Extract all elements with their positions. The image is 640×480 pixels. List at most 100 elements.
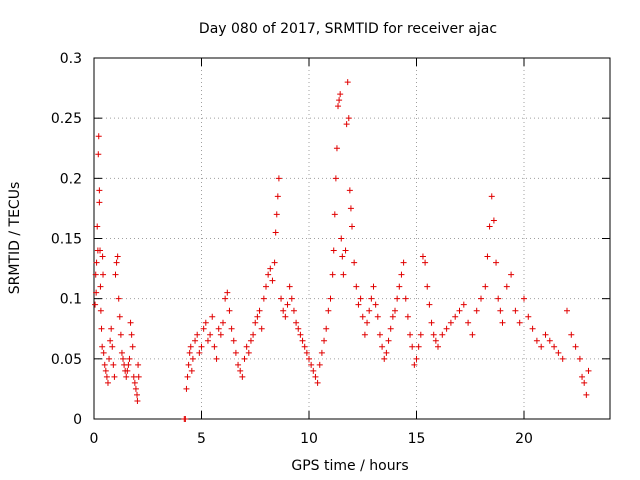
- data-point: [460, 301, 467, 308]
- data-point: [419, 253, 426, 260]
- data-point: [134, 397, 141, 404]
- data-points: [92, 79, 592, 422]
- data-point: [385, 337, 392, 344]
- data-point: [125, 361, 132, 368]
- data-point: [188, 367, 195, 374]
- data-point: [353, 283, 360, 290]
- data-point: [184, 373, 191, 380]
- data-point: [346, 187, 353, 194]
- data-point: [273, 211, 280, 218]
- data-point: [213, 355, 220, 362]
- data-point: [134, 391, 140, 398]
- data-point: [568, 331, 575, 338]
- grid-layer: [94, 58, 610, 419]
- data-point: [343, 121, 350, 128]
- data-point: [132, 385, 139, 392]
- data-point: [103, 373, 110, 380]
- data-point: [381, 355, 388, 362]
- data-point: [516, 319, 523, 326]
- data-point: [92, 271, 99, 278]
- data-point: [250, 331, 257, 338]
- data-point: [376, 331, 383, 338]
- data-point: [330, 247, 337, 254]
- data-point: [443, 325, 450, 332]
- data-point: [331, 211, 338, 218]
- data-point: [100, 271, 107, 278]
- data-point: [107, 337, 114, 344]
- data-point: [128, 331, 135, 338]
- data-point: [521, 295, 527, 302]
- data-point: [104, 379, 111, 386]
- data-point: [267, 265, 274, 272]
- data-point: [114, 253, 121, 260]
- data-point: [275, 175, 282, 182]
- data-point: [359, 313, 366, 320]
- y-tick-label: 0: [73, 412, 82, 428]
- data-point: [469, 331, 476, 338]
- data-point: [538, 343, 545, 350]
- data-point: [583, 391, 590, 398]
- data-point: [109, 343, 116, 350]
- data-point: [366, 307, 373, 314]
- data-point: [345, 115, 352, 122]
- data-point: [265, 271, 272, 278]
- data-point: [555, 349, 562, 356]
- data-point: [579, 373, 586, 380]
- data-point: [118, 349, 125, 356]
- data-point: [379, 343, 386, 350]
- data-point: [129, 343, 136, 350]
- data-point: [389, 313, 396, 320]
- data-point: [581, 379, 588, 386]
- data-point: [447, 319, 454, 326]
- data-point: [135, 361, 142, 368]
- data-point: [99, 343, 106, 350]
- data-point: [207, 331, 214, 338]
- data-point: [308, 361, 315, 368]
- data-point: [374, 313, 381, 320]
- x-tick-label: 15: [408, 431, 426, 447]
- data-point: [347, 205, 354, 212]
- data-point: [215, 325, 222, 332]
- data-point: [456, 307, 463, 314]
- data-point: [117, 331, 124, 338]
- data-point: [127, 319, 134, 326]
- data-point: [424, 283, 431, 290]
- data-point: [222, 295, 229, 302]
- data-point: [99, 253, 106, 260]
- data-point: [237, 367, 244, 374]
- data-point: [413, 355, 420, 362]
- x-tick-label: 5: [197, 431, 206, 447]
- data-point: [290, 307, 297, 314]
- data-point: [364, 319, 371, 326]
- data-point: [473, 307, 480, 314]
- data-point: [551, 343, 558, 350]
- data-point: [435, 343, 441, 350]
- data-point: [297, 331, 304, 338]
- data-point: [95, 151, 102, 158]
- data-point: [372, 301, 379, 308]
- data-point: [232, 349, 239, 356]
- data-point: [299, 337, 306, 344]
- data-point: [98, 325, 105, 332]
- data-point: [349, 223, 355, 230]
- data-point: [417, 331, 424, 338]
- data-point: [398, 271, 405, 278]
- data-point: [493, 259, 500, 266]
- data-point: [495, 295, 502, 302]
- data-point: [339, 253, 346, 260]
- data-point: [303, 349, 310, 356]
- ticks-layer: 0 0.05 0.1 0.15 0.2 0.25 0.3 0 5 10 15 20: [51, 51, 610, 447]
- data-point: [321, 337, 328, 344]
- data-point: [245, 349, 252, 356]
- data-point: [357, 295, 364, 302]
- data-point: [111, 373, 118, 380]
- data-point: [335, 103, 342, 110]
- data-point: [465, 319, 472, 326]
- data-point: [503, 283, 510, 290]
- data-point: [131, 379, 138, 386]
- data-point: [404, 313, 411, 320]
- data-point: [529, 325, 536, 332]
- data-point: [189, 355, 196, 362]
- data-point: [94, 223, 101, 230]
- data-point: [183, 385, 190, 392]
